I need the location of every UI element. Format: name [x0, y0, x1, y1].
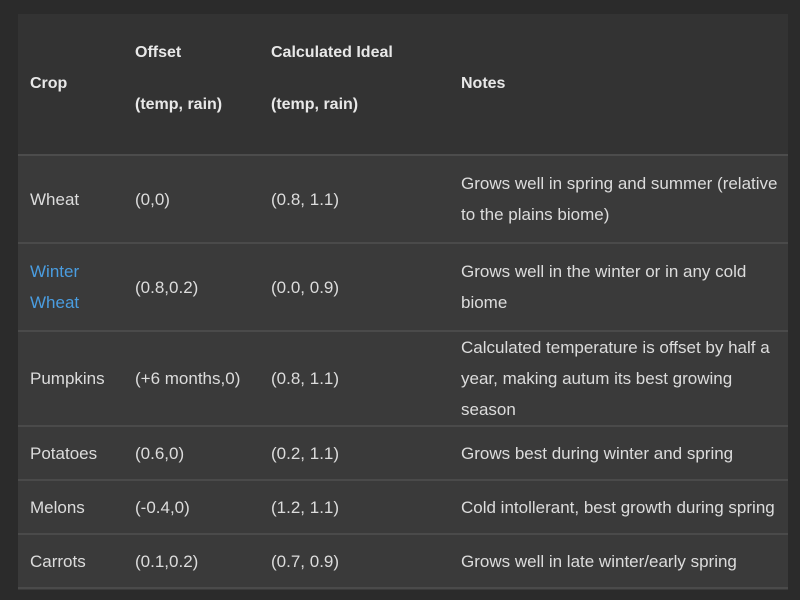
cell-crop: Potatoes: [30, 443, 98, 463]
cell-notes: Grows best during winter and spring: [461, 443, 734, 463]
cell-notes: Grows well in the winter or in any cold …: [461, 262, 747, 312]
cell-ideal: (1.2, 1.1): [271, 497, 340, 517]
cell-offset: (+6 months,0): [135, 369, 241, 388]
cell-notes: Cold intollerant, best growth during spr…: [461, 497, 775, 517]
cell-offset: (0,0): [135, 189, 170, 209]
table-row: Potatoes (0.6,0) (0.2, 1.1) Grows best d…: [18, 426, 788, 480]
cell-ideal: (0.7, 0.9): [271, 551, 340, 571]
cell-ideal: (0.8, 1.1): [271, 369, 340, 388]
header-offset: Offset (temp, rain): [123, 14, 259, 156]
cell-offset: (0.6,0): [135, 443, 185, 463]
cell-notes: Grows well in late winter/early spring: [461, 551, 737, 571]
header-ideal: Calculated Ideal (temp, rain): [259, 14, 449, 156]
cell-notes: Calculated temperature is offset by half…: [461, 338, 770, 419]
header-ideal-label: Calculated Ideal: [271, 44, 393, 61]
cell-crop: Carrots: [30, 551, 86, 571]
cell-offset: (-0.4,0): [135, 497, 190, 517]
table-row: Melons (-0.4,0) (1.2, 1.1) Cold intoller…: [18, 480, 788, 534]
header-notes-label: Notes: [461, 75, 506, 92]
header-notes: Notes: [449, 14, 788, 156]
crop-table-container: Crop Offset (temp, rain) Calculated Idea…: [18, 14, 788, 590]
table-row: Carrots (0.1,0.2) (0.7, 0.9) Grows well …: [18, 534, 788, 588]
table-body: Wheat (0,0) (0.8, 1.1) Grows well in spr…: [18, 155, 788, 588]
header-crop-label: Crop: [30, 75, 68, 92]
cell-crop: Melons: [30, 497, 85, 517]
cell-crop: Winter Wheat: [18, 243, 123, 331]
cell-crop: Pumpkins: [30, 369, 105, 388]
header-offset-units: (temp, rain): [135, 96, 223, 113]
header-row: Crop Offset (temp, rain) Calculated Idea…: [18, 14, 788, 156]
table-row: Winter Wheat (0.8,0.2) (0.0, 0.9) Grows …: [18, 243, 788, 331]
header-offset-label: Offset: [135, 44, 182, 61]
crop-table: Crop Offset (temp, rain) Calculated Idea…: [18, 14, 788, 589]
table-row: Wheat (0,0) (0.8, 1.1) Grows well in spr…: [18, 155, 788, 243]
cell-ideal: (0.0, 0.9): [271, 277, 340, 297]
table-row: Pumpkins (+6 months,0) (0.8, 1.1) Calcul…: [18, 331, 788, 426]
cell-offset: (0.1,0.2): [135, 551, 199, 571]
header-ideal-units: (temp, rain): [271, 96, 359, 113]
cell-ideal: (0.2, 1.1): [271, 443, 340, 463]
cell-crop: Wheat: [30, 189, 80, 209]
table-header: Crop Offset (temp, rain) Calculated Idea…: [18, 14, 788, 156]
cell-offset: (0.8,0.2): [135, 277, 199, 297]
crop-link-winter-wheat[interactable]: Winter Wheat: [30, 262, 80, 312]
header-crop: Crop: [18, 14, 123, 156]
cell-ideal: (0.8, 1.1): [271, 189, 340, 209]
cell-notes: Grows well in spring and summer (relativ…: [461, 174, 778, 224]
